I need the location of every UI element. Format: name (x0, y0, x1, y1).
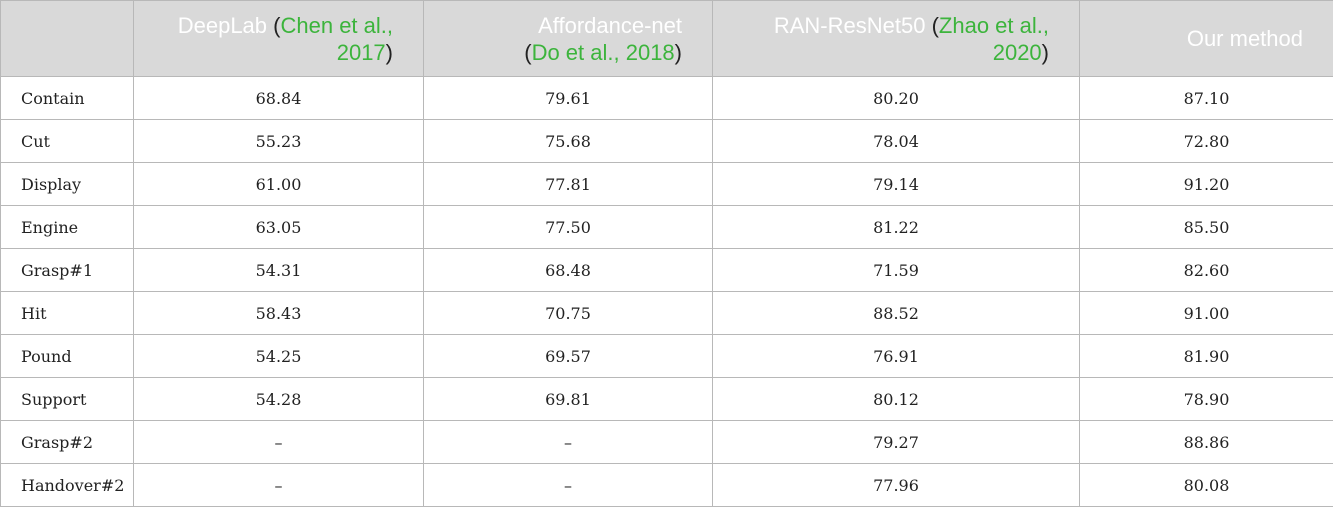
cell-our-method: 80.08 (1079, 463, 1333, 507)
cell-affordance-net: 70.75 (423, 291, 713, 335)
table-row: Cut 55.23 75.68 78.04 72.80 (0, 119, 1333, 163)
table-row: Contain 68.84 79.61 80.20 87.10 (0, 76, 1333, 120)
cell-ran-resnet50: 78.04 (712, 119, 1080, 163)
cell-ran-resnet50: 88.52 (712, 291, 1080, 335)
cell-ran-resnet50: 76.91 (712, 334, 1080, 378)
cell-deeplab: 68.84 (133, 76, 424, 120)
cell-affordance-net: – (423, 420, 713, 464)
paren-close: ) (674, 39, 682, 65)
cell-deeplab: 54.28 (133, 377, 424, 421)
header-citation[interactable]: Chen et al., 2017 (280, 12, 393, 65)
row-label: Contain (0, 76, 134, 120)
cell-deeplab: 54.25 (133, 334, 424, 378)
row-label: Grasp#2 (0, 420, 134, 464)
row-label: Handover#2 (0, 463, 134, 507)
cell-ran-resnet50: 80.20 (712, 76, 1080, 120)
table-row: Display 61.00 77.81 79.14 91.20 (0, 162, 1333, 206)
cell-ran-resnet50: 77.96 (712, 463, 1080, 507)
table-row: Grasp#1 54.31 68.48 71.59 82.60 (0, 248, 1333, 292)
cell-affordance-net: – (423, 463, 713, 507)
cell-deeplab: – (133, 420, 424, 464)
cell-affordance-net: 75.68 (423, 119, 713, 163)
cell-affordance-net: 69.57 (423, 334, 713, 378)
cell-our-method: 91.00 (1079, 291, 1333, 335)
cell-deeplab: 61.00 (133, 162, 424, 206)
header-name: DeepLab (177, 12, 268, 38)
header-name: Affordance-net (538, 12, 682, 38)
paren-open: ( (931, 12, 939, 38)
header-deeplab: DeepLab (Chen et al., 2017) (133, 0, 424, 77)
cell-affordance-net: 68.48 (423, 248, 713, 292)
cell-our-method: 91.20 (1079, 162, 1333, 206)
cell-our-method: 78.90 (1079, 377, 1333, 421)
row-label: Cut (0, 119, 134, 163)
header-citation[interactable]: Do et al., 2018 (531, 39, 675, 65)
row-label: Pound (0, 334, 134, 378)
cell-our-method: 85.50 (1079, 205, 1333, 249)
header-name: RAN-ResNet50 (773, 12, 926, 38)
cell-ran-resnet50: 79.14 (712, 162, 1080, 206)
row-label: Hit (0, 291, 134, 335)
table-row: Grasp#2– –79.27 88.86 (0, 420, 1333, 464)
paren-open: ( (273, 12, 281, 38)
header-ran-resnet50: RAN-ResNet50 (Zhao et al., 2020) (712, 0, 1080, 77)
table-row: Support 54.28 69.81 80.12 78.90 (0, 377, 1333, 421)
row-label: Grasp#1 (0, 248, 134, 292)
cell-ran-resnet50: 79.27 (712, 420, 1080, 464)
row-label: Support (0, 377, 134, 421)
cell-affordance-net: 69.81 (423, 377, 713, 421)
cell-ran-resnet50: 71.59 (712, 248, 1080, 292)
header-name: Our method (1186, 26, 1303, 51)
table-row: Hit 58.43 70.75 88.52 91.00 (0, 291, 1333, 335)
table-row: Engine 63.05 77.50 81.22 85.50 (0, 205, 1333, 249)
cell-our-method: 81.90 (1079, 334, 1333, 378)
cell-affordance-net: 77.81 (423, 162, 713, 206)
cell-deeplab: – (133, 463, 424, 507)
cell-deeplab: 63.05 (133, 205, 424, 249)
cell-affordance-net: 77.50 (423, 205, 713, 249)
cell-deeplab: 54.31 (133, 248, 424, 292)
table-row: Handover#2– –77.96 80.08 (0, 463, 1333, 507)
cell-deeplab: 58.43 (133, 291, 424, 335)
header-affordance-net: Affordance-net (Do et al., 2018) (423, 0, 713, 77)
cell-ran-resnet50: 80.12 (712, 377, 1080, 421)
cell-our-method: 87.10 (1079, 76, 1333, 120)
header-cell-empty (0, 0, 134, 77)
cell-our-method: 72.80 (1079, 119, 1333, 163)
cell-affordance-net: 79.61 (423, 76, 713, 120)
cell-our-method: 82.60 (1079, 248, 1333, 292)
header-row: DeepLab (Chen et al., 2017) Affordance-n… (0, 0, 1333, 77)
header-citation[interactable]: Zhao et al., 2020 (938, 12, 1049, 65)
row-label: Engine (0, 205, 134, 249)
paren-close: ) (1041, 39, 1049, 65)
row-label: Display (0, 162, 134, 206)
cell-our-method: 88.86 (1079, 420, 1333, 464)
cell-deeplab: 55.23 (133, 119, 424, 163)
cell-ran-resnet50: 81.22 (712, 205, 1080, 249)
paren-close: ) (385, 39, 393, 65)
header-our-method: Our method (1079, 0, 1333, 77)
table-row: Pound 54.25 69.57 76.91 81.90 (0, 334, 1333, 378)
paren-open: ( (524, 39, 532, 65)
